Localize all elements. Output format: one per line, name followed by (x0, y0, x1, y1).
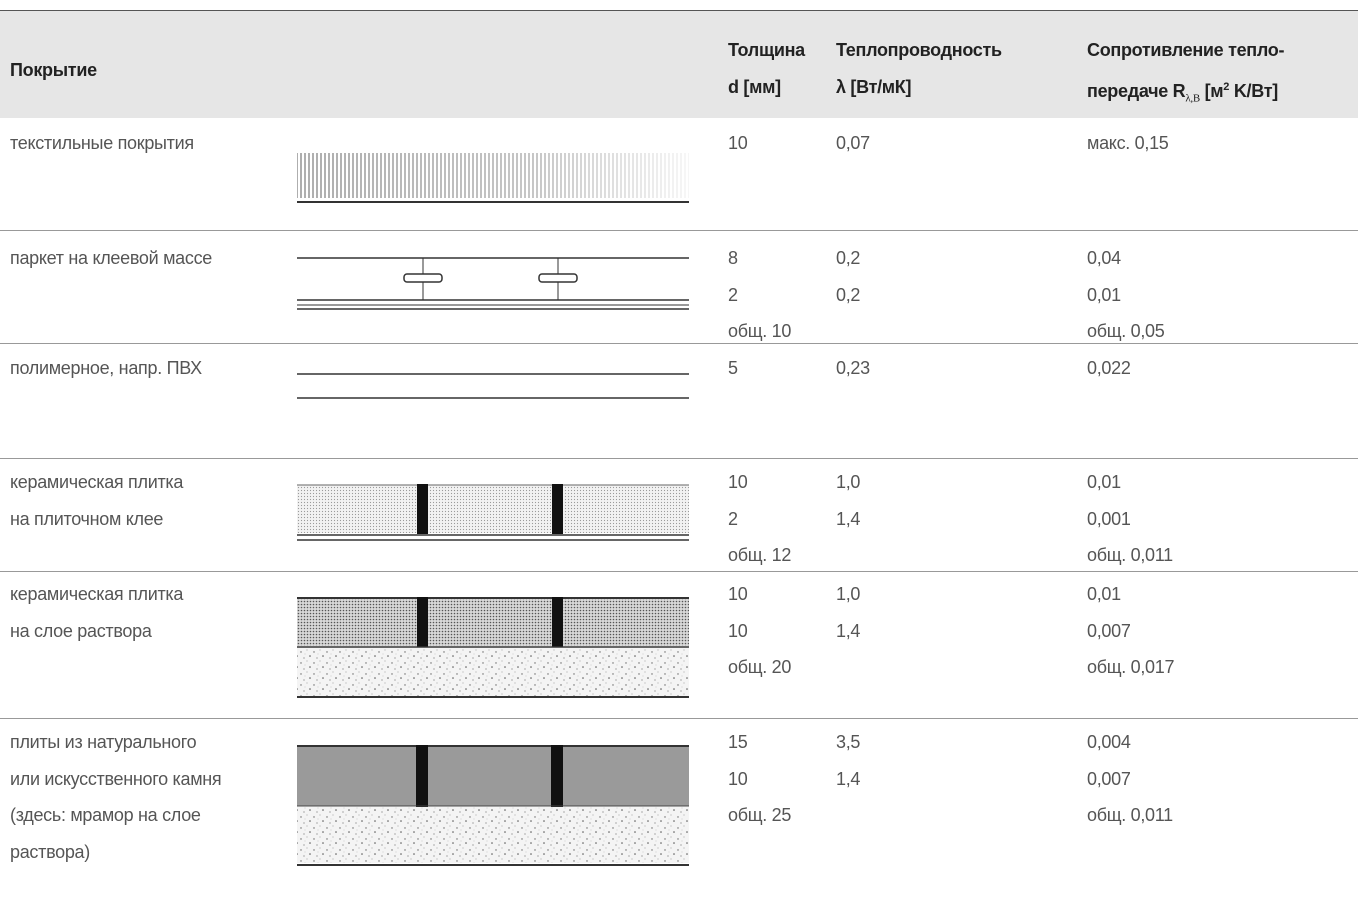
text: [м (1204, 81, 1224, 101)
cell-conductivity: 0,2 (836, 284, 861, 305)
cell-cover: на слое раствора (10, 620, 152, 641)
cell-resistance: 0,007 (1087, 768, 1131, 789)
cell-cover: полимерное, напр. ПВХ (10, 358, 202, 378)
cell-thickness: 2 (728, 508, 738, 529)
text: K/Вт] (1233, 81, 1278, 101)
cell-conductivity: 0,2 (836, 248, 861, 268)
header-thickness: d [мм] (728, 77, 781, 97)
cell-thickness: 10 (728, 620, 748, 641)
cell-resistance: общ. 0,05 (1087, 321, 1165, 341)
cell-cover: плиты из натурального (10, 732, 197, 752)
header-resistance: Сопротивление тепло- (1087, 40, 1285, 60)
tile-mortar-illustration (297, 597, 689, 698)
cell-resistance: общ. 0,011 (1087, 545, 1173, 565)
cell-cover: керамическая плитка (10, 584, 184, 604)
cell-resistance: общ. 0,011 (1087, 805, 1173, 825)
cell-conductivity: 1,4 (836, 620, 861, 641)
cell-resistance: 0,007 (1087, 620, 1131, 641)
cell-cover: на плиточном клее (10, 508, 164, 529)
cell-conductivity: 1,0 (836, 472, 861, 492)
cell-conductivity: 3,5 (836, 732, 861, 752)
cell-thickness: общ. 12 (728, 545, 792, 565)
cell-resistance: 0,022 (1087, 358, 1131, 378)
superscript: 2 (1223, 81, 1230, 93)
header-resistance: передаче Rλ,В [м2 K/Вт] (1087, 74, 1278, 105)
cell-cover: или искусственного камня (10, 768, 222, 789)
cell-resistance: 0,001 (1087, 508, 1131, 529)
cell-thickness: общ. 20 (728, 657, 792, 677)
stone-illustration (297, 745, 689, 866)
header-cover: Покрытие (10, 60, 97, 80)
cell-conductivity: 1,0 (836, 584, 861, 604)
cell-resistance: общ. 0,017 (1087, 657, 1175, 677)
tile-glue-illustration (297, 484, 689, 541)
cell-thickness: 10 (728, 584, 748, 604)
cell-thickness: 10 (728, 768, 748, 789)
cell-thickness: 15 (728, 732, 748, 752)
cell-resistance: 0,01 (1087, 284, 1121, 305)
cell-thickness: 5 (728, 358, 738, 378)
header-bg (0, 10, 1358, 118)
cell-resistance: 0,004 (1087, 732, 1131, 752)
cell-cover: (здесь: мрамор на слое (10, 805, 201, 825)
cell-cover: паркет на клеевой массе (10, 248, 212, 268)
cell-thickness: 8 (728, 248, 738, 268)
cell-thickness: 10 (728, 472, 748, 492)
parquet-illustration (297, 257, 689, 310)
cell-resistance: 0,01 (1087, 584, 1121, 604)
cell-resistance: макс. 0,15 (1087, 133, 1169, 153)
cell-conductivity: 1,4 (836, 508, 861, 529)
cell-conductivity: 1,4 (836, 768, 861, 789)
cell-conductivity: 0,07 (836, 133, 870, 153)
cell-cover: керамическая плитка (10, 472, 184, 492)
cell-cover: текстильные покрытия (10, 133, 194, 153)
row-rules (0, 230, 1358, 719)
cell-thickness: 10 (728, 133, 748, 153)
text: передаче R (1087, 81, 1186, 101)
cell-thickness: общ. 25 (728, 805, 792, 825)
cell-cover: раствора) (10, 841, 90, 862)
textile-illustration (297, 153, 689, 203)
subscript: λ,В (1185, 92, 1200, 105)
cell-thickness: 2 (728, 284, 738, 305)
header-conductivity: λ [Вт/мК] (836, 77, 912, 97)
header-thickness: Толщина (728, 40, 805, 60)
cell-resistance: 0,01 (1087, 472, 1121, 492)
pvc-illustration (297, 373, 689, 399)
cell-thickness: общ. 10 (728, 321, 792, 341)
cell-resistance: 0,04 (1087, 248, 1121, 268)
header-conductivity: Теплопроводность (836, 40, 1002, 60)
cell-conductivity: 0,23 (836, 358, 870, 378)
